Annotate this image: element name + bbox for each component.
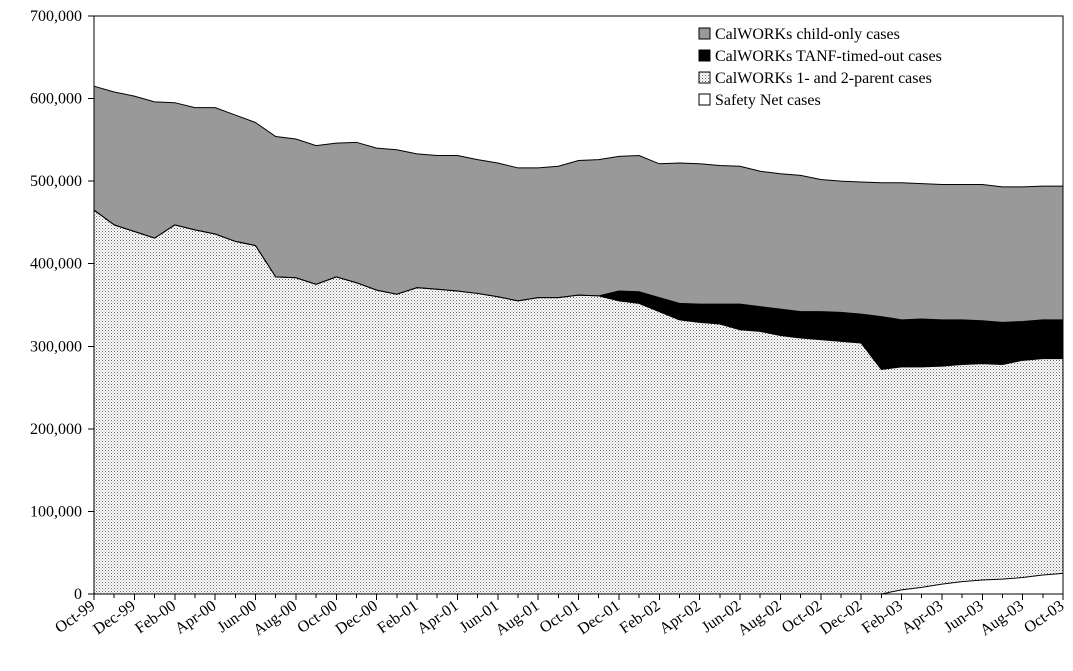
y-tick-label: 400,000 <box>30 256 82 273</box>
series-area-calworks-tanf-timed-out-cases <box>94 210 1063 370</box>
series-layer <box>93 85 1064 595</box>
series-edge-calworks-child-only-cases <box>93 85 1063 188</box>
legend-swatch <box>698 93 711 106</box>
x-tick-label: Apr-03 <box>899 597 946 637</box>
x-tick-label: Oct-00 <box>294 597 340 636</box>
x-tick-label: Apr-02 <box>657 597 704 637</box>
legend-label: CalWORKs 1- and 2-parent cases <box>715 70 932 87</box>
y-tick-label: 500,000 <box>30 173 82 190</box>
y-tick-label: 700,000 <box>30 8 82 25</box>
series-area-calworks-child-only-cases <box>94 86 1063 323</box>
x-axis: Oct-99Dec-99Feb-00Apr-00Jun-00Aug-00Oct-… <box>52 594 1067 639</box>
y-tick-label: 100,000 <box>30 503 82 520</box>
x-tick-label: Oct-99 <box>52 597 98 636</box>
x-tick-label: Dec-02 <box>817 597 865 638</box>
x-tick-label: Aug-02 <box>735 597 785 639</box>
x-tick-label: Feb-02 <box>617 597 664 637</box>
y-tick-label: 200,000 <box>30 421 82 438</box>
x-tick-label: Aug-00 <box>250 597 300 639</box>
legend-label: Safety Net cases <box>715 92 821 109</box>
x-tick-label: Oct-01 <box>537 597 583 636</box>
y-axis: 0 100,000 200,000 300,000 400,000 500,000 600,… <box>30 8 94 603</box>
x-tick-label: Aug-03 <box>977 597 1027 639</box>
x-tick-label: Dec-99 <box>90 597 138 638</box>
x-tick-label: Dec-01 <box>575 597 623 638</box>
x-tick-label: Feb-00 <box>132 597 179 637</box>
legend-label: CalWORKs child-only cases <box>715 26 900 43</box>
x-tick-label: Feb-01 <box>374 597 421 637</box>
y-tick-label: 300,000 <box>30 338 82 355</box>
legend: CalWORKs child-only cases CalWORKs TANF-t… <box>698 26 942 109</box>
legend-swatch <box>698 49 711 62</box>
y-tick-label: 600,000 <box>30 91 82 108</box>
series-area-calworks-1-and-2-parent-cases <box>94 210 1063 595</box>
legend-label: CalWORKs TANF-timed-out cases <box>715 48 942 65</box>
x-tick-label: Aug-01 <box>493 597 543 639</box>
x-tick-label: Dec-00 <box>333 597 381 638</box>
y-tick-label: 0 <box>74 586 82 603</box>
legend-swatch <box>698 27 711 40</box>
x-tick-label: Feb-03 <box>859 597 906 637</box>
x-tick-label: Oct-02 <box>779 597 825 636</box>
x-tick-label: Apr-01 <box>414 597 461 637</box>
series-edge-calworks-tanf-timed-out-cases <box>93 209 1063 323</box>
series-area-safety-net-cases <box>94 573 1063 594</box>
legend-swatch <box>698 71 711 84</box>
x-tick-label: Apr-00 <box>172 597 219 637</box>
x-tick-label: Oct-03 <box>1021 597 1067 636</box>
